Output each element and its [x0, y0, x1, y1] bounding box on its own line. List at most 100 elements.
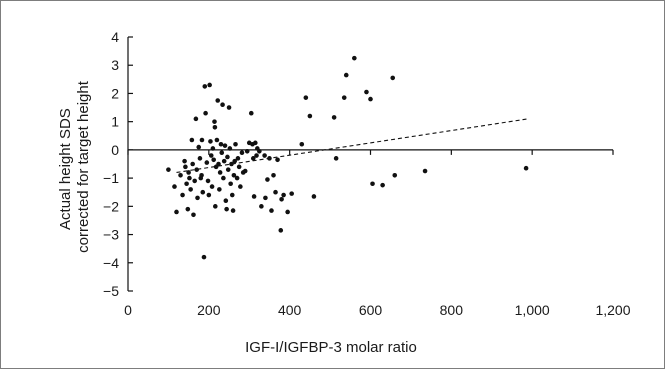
data-point — [217, 170, 223, 175]
data-point — [199, 137, 205, 143]
x-tick-label: 400 — [278, 302, 302, 318]
data-point — [183, 164, 188, 170]
data-point — [253, 140, 258, 146]
data-point — [307, 113, 313, 119]
data-point — [251, 194, 257, 199]
data-point — [203, 110, 208, 116]
data-point — [311, 194, 317, 199]
data-point — [234, 175, 240, 181]
data-point — [197, 156, 203, 161]
y-axis-title-line-1: Actual height SDS — [57, 108, 74, 230]
data-point — [172, 184, 177, 189]
data-point — [194, 167, 200, 172]
data-point — [209, 184, 215, 189]
data-point — [199, 172, 204, 178]
data-point — [225, 167, 231, 172]
data-point — [233, 141, 238, 147]
data-point — [229, 192, 235, 198]
trend-line — [176, 118, 529, 174]
data-point — [263, 195, 268, 201]
data-point — [178, 172, 183, 178]
data-point — [221, 175, 226, 181]
y-axis-title: Actual height SDS corrected for target h… — [57, 80, 92, 253]
data-point — [262, 153, 267, 158]
plot-area: 4 3 2 1 0 −1 −2 −3 −4 −5 0 200 400 600 800 1,000 1,200 — [103, 29, 631, 318]
y-tick-label: −5 — [103, 283, 119, 299]
data-point — [186, 170, 191, 175]
data-point — [231, 172, 237, 178]
data-point — [271, 172, 276, 178]
data-point — [229, 161, 234, 167]
data-point — [218, 141, 224, 147]
y-tick-label: 3 — [111, 57, 119, 73]
data-point — [273, 189, 278, 195]
data-point — [188, 187, 193, 192]
data-point — [248, 110, 254, 116]
data-point — [278, 228, 284, 233]
data-point — [232, 158, 237, 164]
data-point — [216, 161, 221, 167]
data-point — [341, 95, 347, 100]
data-point — [215, 98, 221, 103]
data-point — [196, 144, 202, 150]
x-tick-label: 0 — [124, 302, 132, 318]
data-point — [333, 156, 339, 161]
data-point — [180, 192, 185, 198]
data-point — [422, 168, 428, 174]
data-point — [208, 153, 214, 158]
x-tick-label: 600 — [359, 302, 383, 318]
data-point — [242, 168, 248, 174]
data-point — [343, 72, 349, 78]
data-point — [227, 146, 233, 151]
data-point — [226, 105, 232, 110]
data-point — [207, 82, 212, 88]
x-tick-label: 1,000 — [515, 302, 550, 318]
data-point — [265, 177, 270, 182]
data-point — [364, 89, 369, 95]
data-point — [267, 156, 272, 161]
data-point — [217, 187, 222, 192]
data-point — [235, 156, 241, 161]
data-point — [208, 139, 213, 144]
x-tick-label: 1,200 — [595, 302, 630, 318]
y-tick-label: 1 — [111, 114, 119, 130]
data-point — [244, 149, 250, 154]
data-point — [257, 149, 262, 154]
x-tick-label: 800 — [440, 302, 464, 318]
data-point — [230, 208, 236, 213]
data-point — [185, 206, 191, 212]
data-point — [523, 165, 529, 171]
data-point — [352, 55, 357, 61]
data-point — [331, 115, 337, 120]
data-point — [221, 158, 227, 164]
data-point — [212, 119, 217, 124]
data-point — [380, 182, 385, 188]
data-point — [254, 153, 259, 158]
data-point — [205, 178, 211, 184]
data-point — [174, 209, 179, 215]
data-point — [224, 206, 229, 212]
data-point — [299, 141, 305, 147]
data-point — [390, 75, 396, 81]
data-point — [236, 164, 242, 170]
data-point — [200, 189, 206, 195]
y-tick-label: −2 — [103, 198, 119, 214]
data-point — [213, 204, 218, 209]
data-point — [204, 160, 210, 165]
data-point — [189, 137, 195, 143]
data-point — [214, 137, 220, 143]
data-point — [219, 150, 225, 156]
data-point — [303, 95, 309, 100]
data-point — [370, 181, 375, 187]
data-point — [223, 198, 229, 203]
data-point — [191, 212, 196, 218]
data-point — [281, 192, 286, 198]
data-point — [220, 102, 225, 108]
y-tick-label: −3 — [103, 227, 119, 243]
data-point — [182, 158, 187, 164]
y-tick-label: 0 — [111, 142, 119, 158]
data-point — [166, 167, 171, 172]
data-point — [193, 116, 199, 122]
